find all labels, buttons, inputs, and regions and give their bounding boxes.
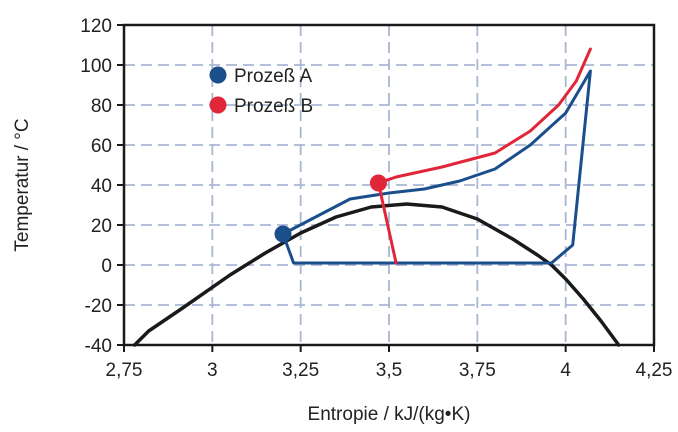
series-line-a xyxy=(281,69,592,265)
legend-dot-b xyxy=(209,96,227,114)
legend-label-b: Prozeß B xyxy=(234,96,313,117)
x-tick-label-1: 3 xyxy=(207,360,218,381)
legend-label-a: Prozeß A xyxy=(234,66,312,87)
x-axis-label: Entropie / kJ/(kg•K) xyxy=(308,404,471,425)
saturation-curve xyxy=(132,202,621,347)
y-tick-label-7: 100 xyxy=(80,56,112,77)
y-tick-label-5: 60 xyxy=(91,136,112,157)
curves xyxy=(132,47,621,347)
series-marker-b xyxy=(369,174,387,192)
y-tick-label-3: 20 xyxy=(91,216,112,237)
grid xyxy=(124,25,654,345)
x-tick-label-2: 3,25 xyxy=(282,360,319,381)
series-line-b xyxy=(376,47,592,265)
y-tick-label-6: 80 xyxy=(91,96,112,117)
series-marker-a xyxy=(274,225,292,243)
y-tick-label-8: 120 xyxy=(80,16,112,37)
x-tick-label-5: 4 xyxy=(560,360,571,381)
x-tick-label-3: 3,5 xyxy=(376,360,402,381)
x-tick-label-6: 4,25 xyxy=(636,360,673,381)
y-axis-label: Temperatur / °C xyxy=(12,118,33,251)
y-tick-label-2: 0 xyxy=(101,256,112,277)
legend-dot-a xyxy=(209,66,227,84)
x-tick-label-0: 2,75 xyxy=(106,360,143,381)
y-tick-label-0: -40 xyxy=(85,336,112,357)
tick-labels: 2,75 3 3,25 3,5 3,75 4 4,25 -40 -20 0 20 40 60 80 100 1… xyxy=(80,16,672,381)
y-tick-label-1: -20 xyxy=(85,296,112,317)
legend: Prozeß A Prozeß B xyxy=(209,66,313,117)
y-tick-label-4: 40 xyxy=(91,176,112,197)
x-tick-label-4: 3,75 xyxy=(459,360,496,381)
